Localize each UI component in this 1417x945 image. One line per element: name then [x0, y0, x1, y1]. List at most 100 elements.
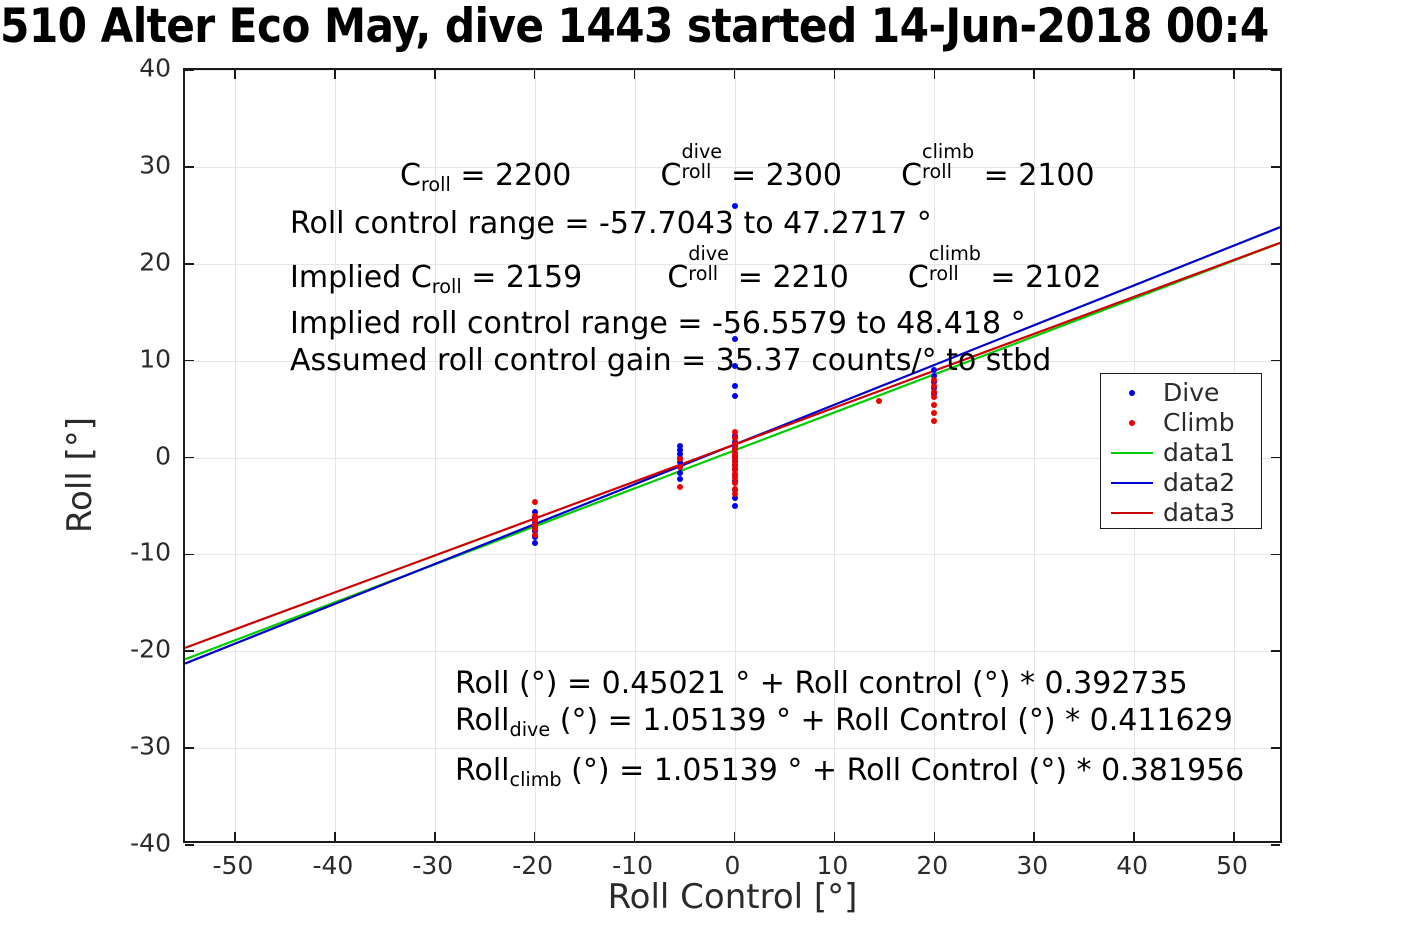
x-tick-label: -30 [412, 851, 454, 880]
legend-item-data2[interactable]: data2 [1101, 468, 1261, 498]
data-point-dive [931, 367, 938, 374]
legend-line-icon [1101, 512, 1163, 514]
data-point-climb [931, 409, 938, 416]
y-tick [1271, 456, 1280, 459]
legend-label: Climb [1163, 408, 1235, 437]
x-tick [1133, 832, 1135, 841]
annotation-line-2: Roll control range = -57.7043 to 47.2717… [290, 206, 932, 241]
gridline-vertical [534, 70, 536, 841]
x-tick [933, 70, 936, 79]
tick-layer [185, 69, 1280, 846]
scatter-layer [185, 70, 1280, 841]
y-tick-label: 10 [139, 344, 171, 374]
data-point-climb [931, 388, 938, 395]
implied-c-roll-term: Implied Croll = 2159 [290, 260, 583, 299]
data-point-climb [931, 417, 938, 424]
y-tick [185, 166, 194, 168]
x-tick [433, 70, 436, 79]
legend-item-data1[interactable]: data1 [1101, 438, 1261, 468]
y-tick [185, 456, 194, 459]
data-point-climb [531, 499, 538, 506]
y-tick [1271, 747, 1280, 749]
data-point-climb [531, 526, 538, 533]
gridline-horizontal [185, 166, 1280, 168]
data-point-climb [931, 402, 938, 409]
x-tick-label: 30 [1016, 851, 1049, 880]
data-point-dive [676, 446, 683, 453]
gridline-horizontal [185, 554, 1280, 556]
data-point-climb [676, 464, 683, 471]
x-tick [933, 832, 936, 841]
data-point-climb [731, 435, 738, 442]
data-point-climb [531, 516, 538, 523]
y-tick-label: -30 [130, 731, 171, 761]
x-tick [234, 832, 236, 841]
c-roll-term: Croll = 2200 [400, 158, 572, 197]
y-axis-title: Roll [°] [60, 416, 100, 534]
data-point-dive [931, 373, 938, 380]
data-point-dive [731, 202, 738, 209]
y-tick-label: -20 [130, 634, 171, 664]
x-tick-label: -10 [612, 851, 653, 880]
y-tick [185, 553, 194, 556]
x-tick-label: 50 [1216, 851, 1248, 880]
x-tick [1233, 70, 1235, 79]
y-tick-label: 40 [139, 53, 171, 83]
gridline-horizontal [185, 748, 1280, 750]
data-point-climb [731, 455, 738, 462]
data-point-climb [531, 512, 538, 519]
x-tick [234, 70, 236, 79]
data-point-climb [931, 377, 938, 383]
legend-item-dive[interactable]: Dive [1101, 378, 1261, 408]
x-tick [533, 832, 536, 841]
y-tick-label: 30 [139, 150, 171, 180]
y-tick [185, 747, 194, 749]
gridline-horizontal [185, 360, 1280, 362]
data-point-dive [676, 475, 683, 482]
x-tick [334, 70, 336, 79]
gridline-vertical [1034, 70, 1036, 841]
gridline-vertical [634, 70, 636, 841]
gridline-horizontal [185, 70, 1280, 71]
legend-item-data3[interactable]: data3 [1101, 498, 1261, 528]
data-point-dive [531, 508, 538, 515]
y-tick [1271, 262, 1280, 265]
gridline-vertical [434, 70, 436, 841]
equation-roll-climb: Rollclimb (°) = 1.05139 ° + Roll Control… [455, 753, 1245, 792]
legend: Dive Climb data1 data2 data3 [1100, 373, 1262, 529]
y-tick-label: -10 [130, 537, 171, 567]
legend-line-icon [1101, 482, 1163, 484]
gridline-vertical [234, 70, 236, 841]
x-tick-label: 40 [1116, 851, 1149, 880]
legend-label: data3 [1163, 498, 1236, 527]
y-tick-label: 0 [155, 441, 171, 470]
legend-line-icon [1101, 452, 1163, 454]
x-tick [633, 70, 636, 79]
legend-item-climb[interactable]: Climb [1101, 408, 1261, 438]
y-tick [1271, 166, 1280, 168]
x-tick-label: -20 [512, 851, 554, 880]
data-point-dive [676, 450, 683, 457]
gridline-horizontal [185, 845, 1280, 846]
x-tick-label: 10 [816, 851, 849, 880]
data-point-climb [731, 429, 738, 436]
data-point-dive [731, 502, 738, 509]
y-tick-label: -40 [130, 828, 171, 858]
y-tick [1271, 553, 1280, 556]
x-tick [833, 70, 836, 79]
data-point-dive [531, 539, 538, 546]
data-point-climb [531, 532, 538, 538]
data-point-climb [731, 445, 738, 452]
data-point-dive [731, 382, 738, 389]
annotation-line-5: Assumed roll control gain = 35.37 counts… [290, 343, 1052, 378]
data-point-dive [676, 470, 683, 476]
y-tick-label: 20 [139, 247, 171, 277]
data-point-climb [731, 485, 738, 492]
x-tick [733, 70, 736, 79]
x-tick-label: -40 [312, 851, 354, 880]
